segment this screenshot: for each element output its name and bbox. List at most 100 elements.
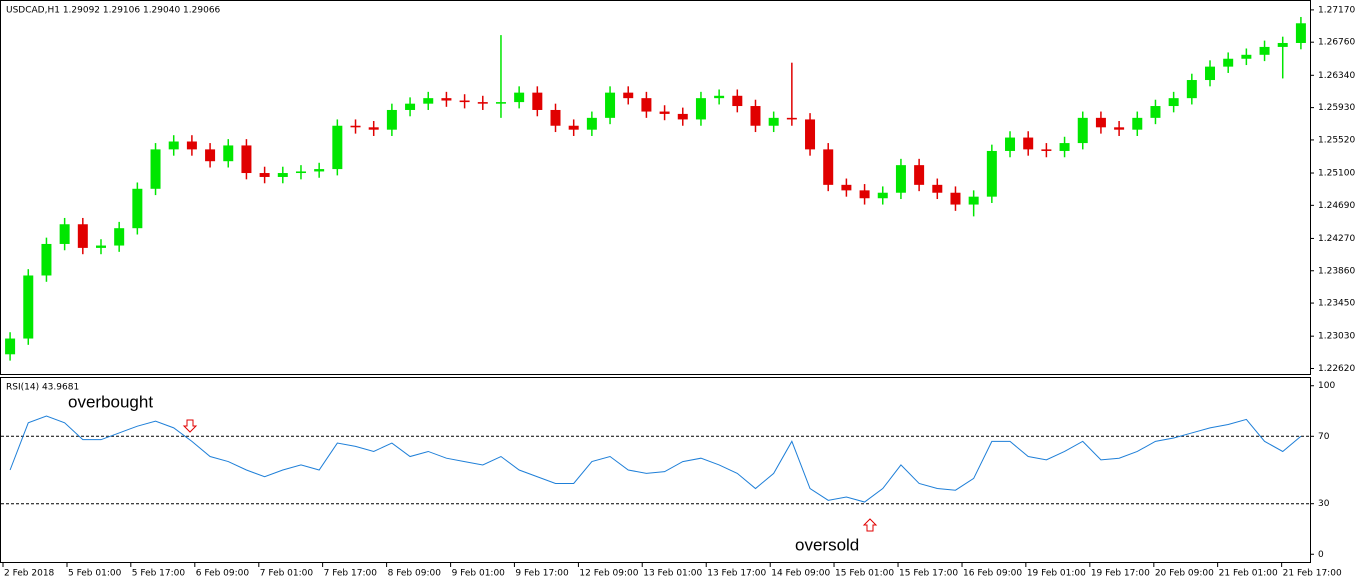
- candle-body: [95, 245, 106, 248]
- candle-body: [823, 149, 834, 185]
- candle-body: [641, 98, 652, 112]
- y-tick-label: 1.23860: [1318, 266, 1355, 276]
- candle-body: [714, 95, 725, 99]
- x-tick-label: 5 Feb 17:00: [132, 569, 186, 579]
- candle-body: [295, 171, 306, 174]
- candle-body: [1150, 106, 1161, 118]
- candle-body: [350, 125, 361, 128]
- y-tick-label: 1.26340: [1318, 71, 1355, 81]
- x-tick-label: 21 Feb 01:00: [1219, 569, 1278, 579]
- candle-body: [1223, 58, 1234, 67]
- x-tick-label: 9 Feb 17:00: [515, 569, 569, 579]
- x-tick-label: 7 Feb 01:00: [260, 569, 314, 579]
- y-tick-label: 1.25520: [1318, 135, 1355, 145]
- x-tick-label: 14 Feb 09:00: [771, 569, 830, 579]
- candle-body: [514, 92, 525, 103]
- y-tick-label: 1.23030: [1318, 332, 1355, 342]
- candle-body: [1132, 117, 1143, 130]
- candle-body: [477, 102, 488, 104]
- annotation: overbought: [68, 392, 153, 411]
- candle-body: [1295, 23, 1306, 43]
- candle-body: [1114, 127, 1125, 130]
- candle-body: [205, 149, 216, 162]
- y-tick-label: 100: [1318, 381, 1335, 391]
- x-tick-label: 5 Feb 01:00: [68, 569, 122, 579]
- x-tick-label: 15 Feb 01:00: [835, 569, 894, 579]
- x-tick-label: 20 Feb 09:00: [1155, 569, 1214, 579]
- x-tick-label: 15 Feb 17:00: [899, 569, 958, 579]
- down-arrow: [182, 419, 198, 433]
- y-tick-label: 70: [1318, 432, 1330, 442]
- candle-body: [659, 111, 670, 114]
- rsi-header: RSI(14) 43.9681: [6, 383, 79, 393]
- rsi-line: [9, 415, 1302, 503]
- x-tick-label: 13 Feb 17:00: [707, 569, 766, 579]
- candle-body: [277, 173, 288, 177]
- candle-body: [41, 243, 52, 276]
- candle-body: [386, 109, 397, 130]
- price-header: USDCAD,H1 1.29092 1.29106 1.29040 1.2906…: [6, 6, 221, 16]
- candle-body: [241, 145, 252, 174]
- candle-body: [314, 169, 325, 172]
- candle-body: [1241, 54, 1252, 59]
- x-tick-label: 9 Feb 01:00: [452, 569, 506, 579]
- candle-body: [114, 228, 125, 246]
- candle-body: [605, 92, 616, 118]
- candle-body: [59, 224, 70, 244]
- candle-body: [932, 184, 943, 193]
- candle-body: [732, 95, 743, 107]
- x-tick-label: 19 Feb 17:00: [1091, 569, 1150, 579]
- candle-body: [1259, 46, 1270, 55]
- candle-body: [441, 98, 452, 101]
- candle-body: [1095, 117, 1106, 128]
- candle-body: [623, 92, 634, 99]
- candle-body: [877, 192, 888, 199]
- rsi-panel: [0, 377, 1311, 563]
- candle-body: [1005, 137, 1016, 151]
- y-tick-label: 0: [1318, 550, 1324, 560]
- candle-body: [132, 188, 143, 229]
- x-tick-label: 6 Feb 09:00: [196, 569, 250, 579]
- annotation: oversold: [795, 535, 859, 554]
- candle-body: [1186, 80, 1197, 99]
- candle-body: [1041, 149, 1052, 151]
- candle-body: [168, 141, 179, 150]
- candle-body: [1023, 137, 1034, 150]
- candle-body: [695, 98, 706, 120]
- x-tick-label: 2 Feb 2018: [4, 569, 55, 579]
- y-tick-label: 1.26760: [1318, 38, 1355, 48]
- candle-body: [405, 103, 416, 110]
- y-tick-label: 1.27170: [1318, 5, 1355, 15]
- candle-body: [950, 192, 961, 205]
- candle-body: [223, 145, 234, 162]
- x-tick-label: 12 Feb 09:00: [579, 569, 638, 579]
- candle-body: [150, 149, 161, 189]
- candle-body: [1059, 143, 1070, 151]
- candle-body: [532, 92, 543, 110]
- candle-body: [986, 150, 997, 197]
- candle-body: [23, 275, 34, 339]
- x-tick-label: 13 Feb 01:00: [643, 569, 702, 579]
- candle-body: [586, 117, 597, 130]
- x-tick-label: 8 Feb 09:00: [388, 569, 442, 579]
- candle-body: [841, 184, 852, 191]
- candle-body: [1205, 66, 1216, 81]
- candle-body: [77, 224, 88, 248]
- candle-body: [5, 338, 16, 355]
- x-tick-label: 21 Feb 17:00: [1283, 569, 1342, 579]
- candle-body: [1077, 117, 1088, 144]
- candle-body: [968, 196, 979, 205]
- candle-body: [259, 173, 270, 177]
- candle-body: [1277, 42, 1288, 47]
- candle-body: [368, 127, 379, 130]
- y-tick-label: 1.24690: [1318, 201, 1355, 211]
- up-arrow: [862, 518, 878, 532]
- x-tick-label: 19 Feb 01:00: [1027, 569, 1086, 579]
- candle-body: [786, 117, 797, 120]
- candle-body: [495, 102, 506, 104]
- candle-body: [459, 100, 470, 103]
- y-tick-label: 30: [1318, 499, 1330, 509]
- candle-body: [550, 109, 561, 126]
- candle-body: [1168, 98, 1179, 107]
